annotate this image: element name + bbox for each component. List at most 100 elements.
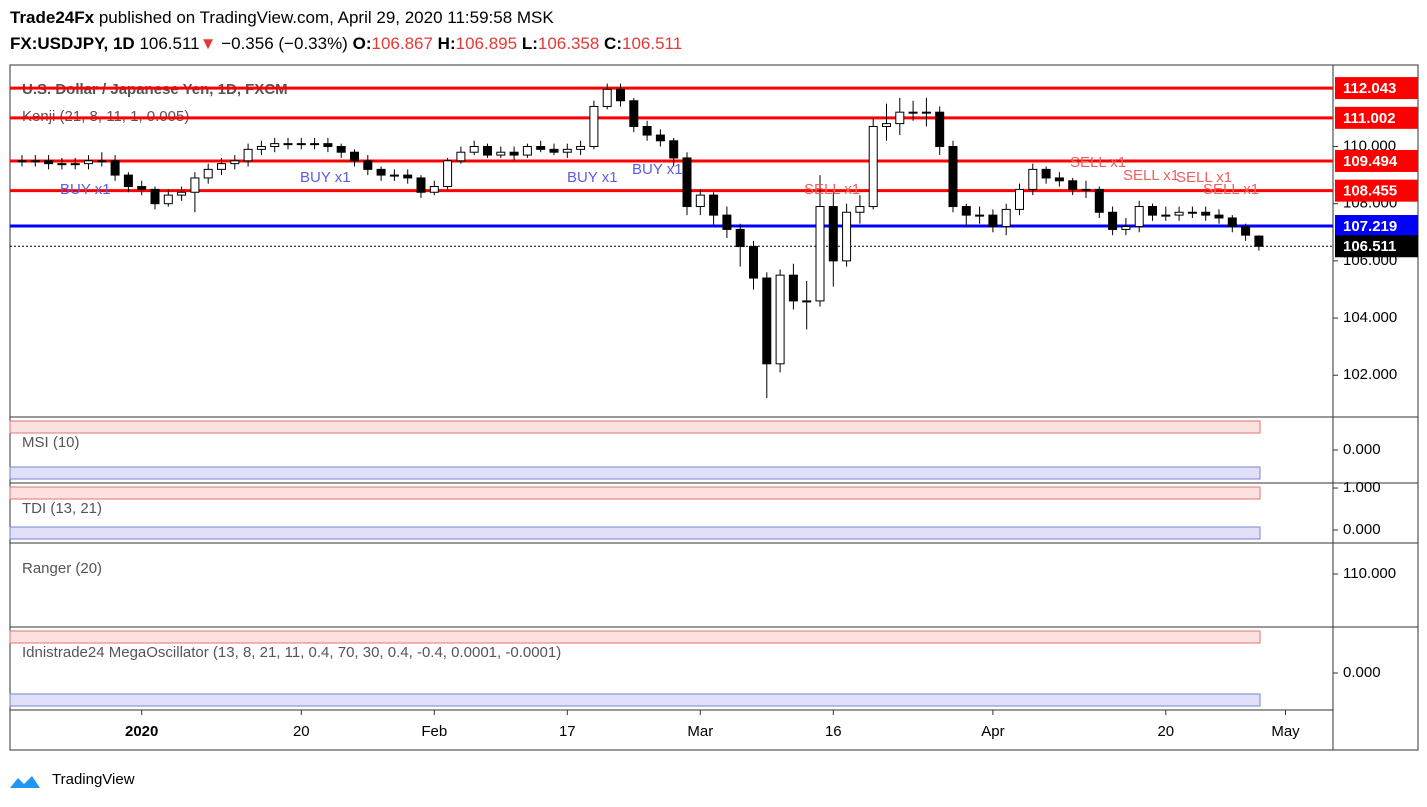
- label: L:: [521, 34, 538, 53]
- candle-body: [948, 145, 958, 208]
- band-low: [9, 693, 1261, 707]
- band-low: [9, 466, 1261, 480]
- signal-label: SELL x1: [1070, 154, 1126, 171]
- candle-body: [522, 145, 532, 156]
- candle-body: [749, 246, 758, 279]
- candle-body: [163, 194, 173, 205]
- symbol: FX:USDJPY, 1D: [10, 34, 135, 53]
- brand: TradingView: [52, 771, 135, 788]
- arrow: ▼: [199, 34, 217, 53]
- candle-body: [961, 206, 971, 216]
- candle-body: [1187, 211, 1197, 214]
- candle-body: [1094, 188, 1104, 213]
- candle-body: [1241, 226, 1251, 236]
- candle-body: [217, 163, 226, 170]
- candle-body: [443, 160, 453, 188]
- frame: [9, 64, 1419, 751]
- candle-body: [310, 143, 320, 146]
- y-tick-label: 110.000: [1343, 565, 1396, 582]
- candle-body: [110, 160, 120, 176]
- candle-body: [975, 214, 985, 217]
- band-low: [9, 526, 1261, 540]
- candle-body: [1161, 214, 1171, 217]
- candle-body: [842, 211, 852, 262]
- level-box: [1335, 149, 1418, 172]
- level-label: 106.511: [1343, 238, 1396, 255]
- candle-body: [84, 160, 93, 165]
- candle-body: [1174, 211, 1184, 216]
- candle-body: [1028, 168, 1038, 190]
- candle-body: [1214, 214, 1224, 219]
- candle-body: [1015, 188, 1024, 210]
- signal-label: SELL x1: [1123, 167, 1179, 184]
- signal-label: BUY x1: [60, 181, 111, 198]
- value: 106.867: [371, 34, 433, 53]
- signal-label: BUY x1: [632, 161, 683, 178]
- candle-body: [536, 145, 546, 150]
- candle-body: [735, 228, 745, 248]
- candle-body: [1227, 217, 1237, 228]
- signal-label: SELL x1: [1203, 181, 1259, 198]
- value: 106.895: [455, 34, 518, 53]
- x-tick-label: 20: [293, 723, 310, 740]
- candle-body: [669, 140, 679, 159]
- candle-body: [828, 206, 838, 262]
- candle-body: [629, 100, 639, 127]
- y-tick-label: 1.000: [1343, 479, 1381, 496]
- candle-body: [815, 206, 825, 302]
- candle-body: [1054, 177, 1064, 182]
- candle-body: [1001, 208, 1011, 228]
- candle-body: [429, 186, 439, 193]
- x-tick-label: 2020: [125, 723, 158, 740]
- candle-body: [1121, 226, 1131, 230]
- x-tick-label: Mar: [687, 723, 713, 740]
- candle-body: [469, 145, 479, 153]
- candle-body: [762, 277, 772, 365]
- candle-body: [1134, 206, 1144, 228]
- candle-body: [935, 111, 945, 147]
- candle-body: [243, 148, 253, 162]
- y-tick-label: 0.000: [1343, 664, 1381, 681]
- candle-body: [576, 145, 586, 150]
- logo: [10, 776, 40, 788]
- level-label: 107.219: [1343, 218, 1397, 235]
- candle-body: [376, 168, 386, 176]
- candle-body: [802, 300, 812, 303]
- candle-body: [270, 143, 280, 147]
- candle-body: [336, 145, 346, 153]
- header-line: FX:USDJPY, 1D 106.511▼ −0.356 (−0.33%) O…: [10, 34, 682, 54]
- candle-body: [988, 214, 998, 228]
- price: 106.511: [139, 34, 200, 53]
- candle-body: [70, 163, 80, 166]
- level-box: [1335, 215, 1418, 238]
- value: 106.511: [622, 34, 683, 53]
- candle-body: [589, 105, 599, 147]
- level-box: [1335, 235, 1418, 258]
- candle-body: [123, 174, 133, 188]
- candle-body: [389, 174, 399, 177]
- candle-body: [416, 177, 426, 193]
- candle-body: [283, 143, 293, 146]
- x-tick-label: Apr: [981, 723, 1004, 740]
- candle-body: [509, 151, 519, 156]
- candle-body: [616, 88, 625, 102]
- candle-body: [177, 191, 187, 196]
- candle-body: [30, 160, 40, 163]
- candle-body: [57, 163, 67, 166]
- candle-body: [137, 186, 147, 190]
- candle-body: [868, 125, 878, 208]
- candle-body: [403, 174, 413, 179]
- candle-body: [788, 274, 798, 302]
- signal-label: SELL x1: [804, 181, 860, 198]
- y-tick-label: 104.000: [1343, 309, 1397, 326]
- candle-body: [709, 194, 719, 216]
- candle-body: [1148, 206, 1157, 216]
- candle-body: [323, 143, 333, 147]
- pane-label: MSI (10): [22, 434, 80, 451]
- band-high: [9, 486, 1261, 500]
- candle-body: [363, 160, 373, 170]
- x-tick-label: Feb: [421, 723, 447, 740]
- candle-body: [882, 123, 891, 127]
